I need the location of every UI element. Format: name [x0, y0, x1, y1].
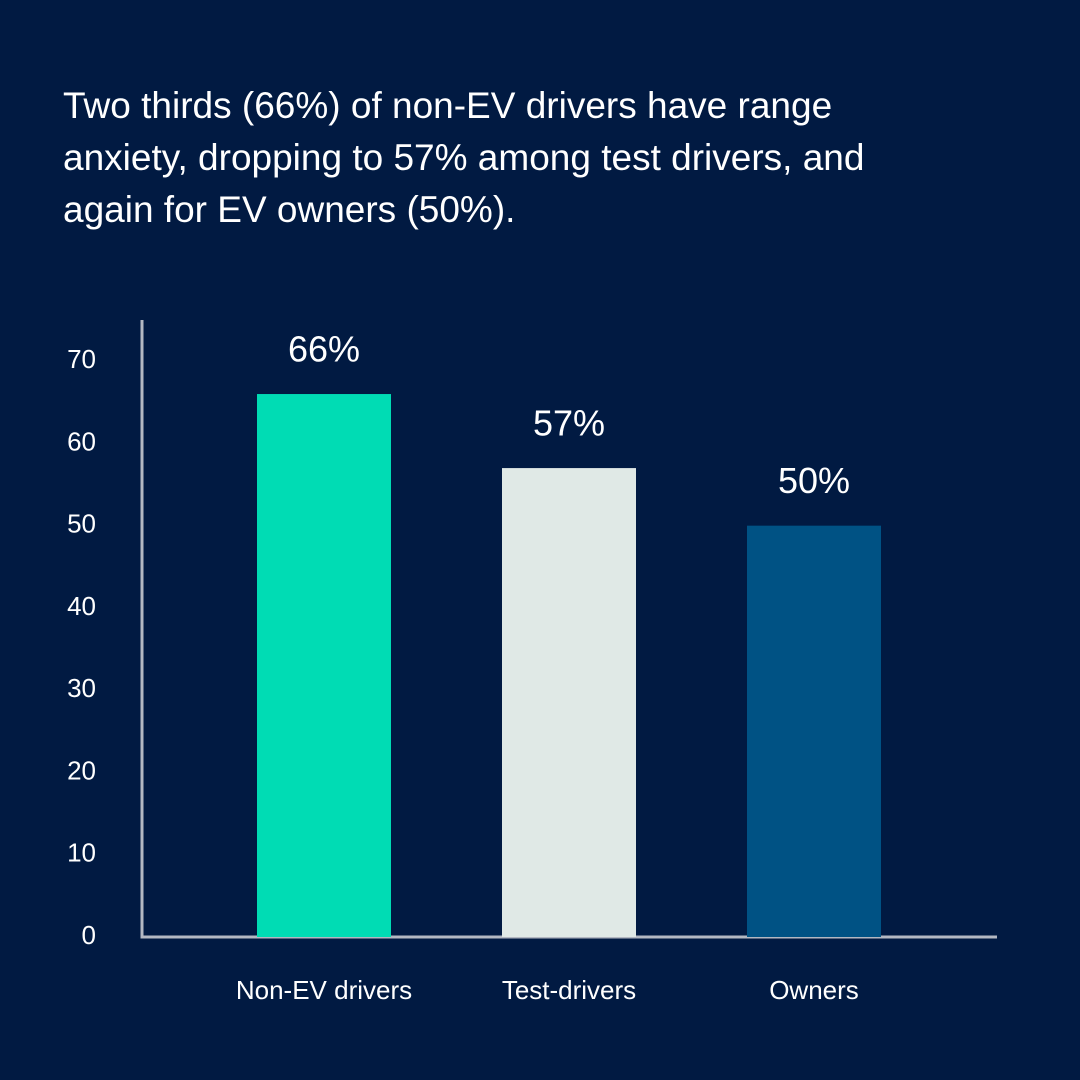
- y-tick-label: 50: [67, 509, 96, 539]
- chart-title: Two thirds (66%) of non-EV drivers have …: [63, 85, 865, 230]
- y-tick-label: 20: [67, 755, 96, 785]
- bar: [257, 394, 391, 937]
- y-tick-label: 30: [67, 673, 96, 703]
- x-tick-label: Non-EV drivers: [236, 975, 412, 1005]
- value-label: 57%: [533, 403, 605, 444]
- value-label: 50%: [778, 460, 850, 501]
- y-tick-label: 0: [82, 920, 96, 950]
- y-tick-label: 40: [67, 591, 96, 621]
- value-label: 66%: [288, 329, 360, 370]
- y-tick-label: 70: [67, 344, 96, 374]
- x-tick-label: Test-drivers: [502, 975, 636, 1005]
- bar: [747, 525, 881, 937]
- x-tick-label: Owners: [769, 975, 859, 1005]
- y-tick-label: 60: [67, 426, 96, 456]
- y-tick-label: 10: [67, 838, 96, 868]
- bar: [502, 468, 636, 937]
